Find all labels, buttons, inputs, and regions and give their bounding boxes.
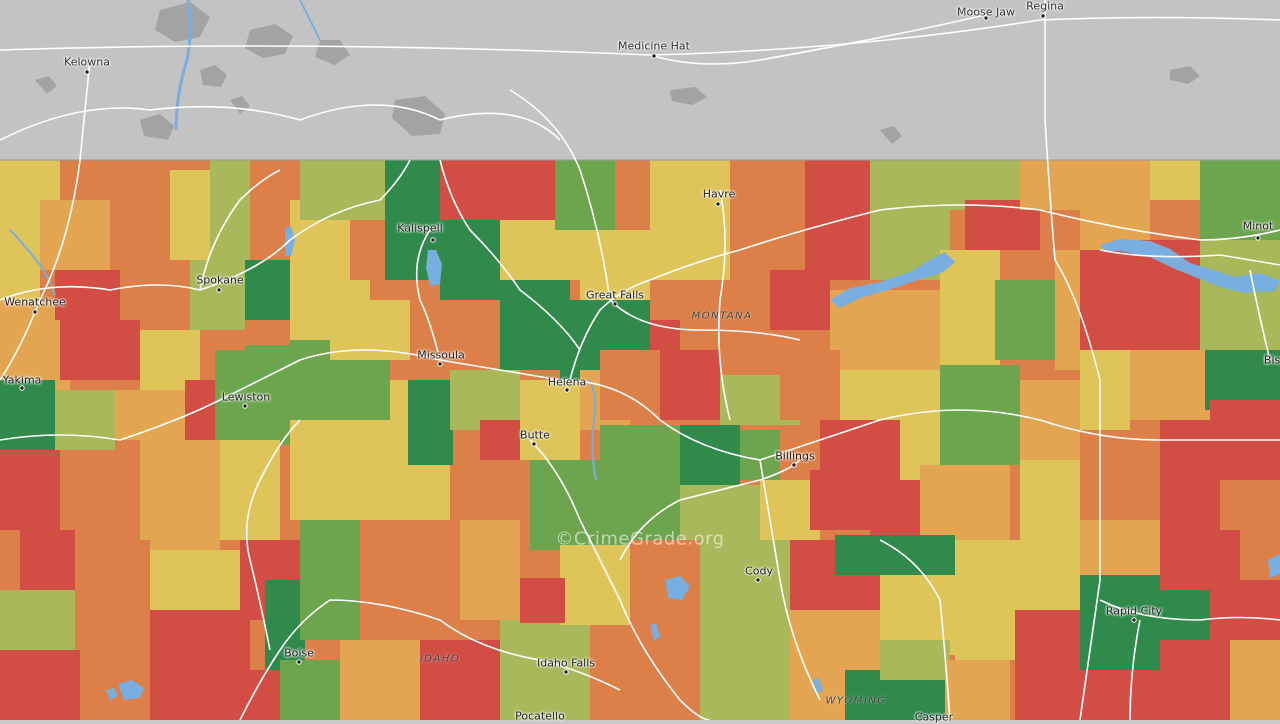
city-label-medicine-hat[interactable]: Medicine Hat bbox=[618, 39, 690, 53]
state-label-montana: MONTANA bbox=[691, 310, 753, 322]
city-label-moose-jaw[interactable]: Moose Jaw bbox=[957, 5, 1015, 19]
city-label-missoula[interactable]: Missoula bbox=[417, 348, 465, 362]
state-label-wyoming: WYOMING bbox=[825, 695, 887, 707]
city-label-boise[interactable]: Boise bbox=[284, 646, 314, 660]
city-label-havre[interactable]: Havre bbox=[702, 187, 736, 201]
city-label-regina[interactable]: Regina bbox=[1026, 0, 1064, 13]
city-label-pocatello[interactable]: Pocatello bbox=[515, 709, 565, 723]
water-features bbox=[9, 0, 1280, 700]
city-label-bis[interactable]: Bis bbox=[1263, 353, 1280, 367]
county-grades bbox=[0, 160, 1280, 720]
city-label-minot[interactable]: Minot bbox=[1242, 219, 1274, 233]
city-label-idaho-falls[interactable]: Idaho Falls bbox=[536, 656, 596, 670]
city-label-casper[interactable]: Casper bbox=[914, 710, 954, 724]
city-label-butte[interactable]: Butte bbox=[520, 428, 550, 442]
city-label-helena[interactable]: Helena bbox=[547, 375, 587, 389]
city-label-lewiston[interactable]: Lewiston bbox=[221, 390, 271, 404]
city-label-great-falls[interactable]: Great Falls bbox=[585, 288, 645, 302]
city-label-rapid-city[interactable]: Rapid City bbox=[1105, 604, 1163, 618]
city-markers bbox=[19, 13, 1261, 675]
city-label-cody[interactable]: Cody bbox=[745, 564, 773, 578]
city-label-kalispell[interactable]: Kalispell bbox=[397, 221, 443, 235]
crimegrade-watermark: ©CrimeGrade.org bbox=[555, 528, 725, 550]
city-label-spokane[interactable]: Spokane bbox=[196, 273, 244, 287]
city-label-yakima[interactable]: Yakima bbox=[2, 373, 42, 387]
city-label-wenatchee[interactable]: Wenatchee bbox=[4, 295, 66, 309]
city-label-kelowna[interactable]: Kelowna bbox=[64, 55, 110, 69]
state-label-idaho: IDAHO bbox=[419, 653, 461, 665]
canada-lakes bbox=[35, 2, 1200, 144]
city-label-billings[interactable]: Billings bbox=[775, 449, 815, 463]
